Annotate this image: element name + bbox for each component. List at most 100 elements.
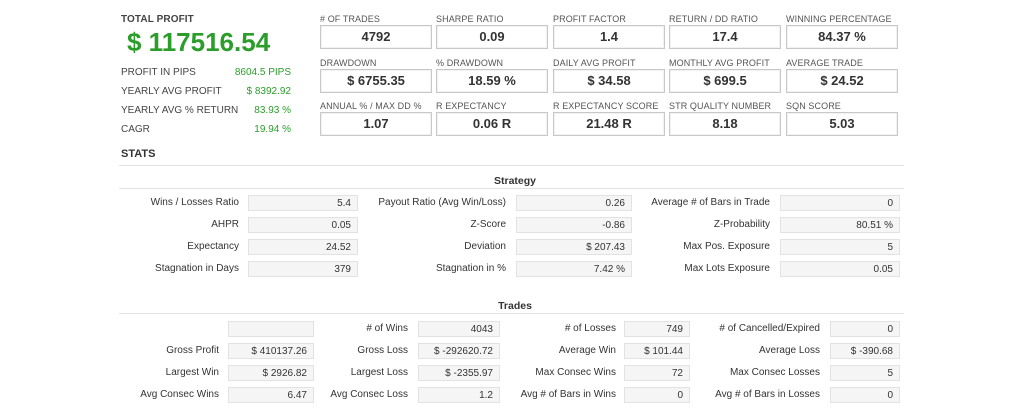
strategy-label: Payout Ratio (Avg Win/Loss) — [378, 197, 506, 208]
strategy-value: 7.42 % — [516, 261, 632, 277]
metric-label: R EXPECTANCY — [436, 101, 507, 111]
metric-value: $ 699.5 — [669, 69, 781, 93]
summary-row-value: 8604.5 PIPS — [234, 67, 291, 78]
metric-value: 5.03 — [786, 112, 898, 136]
trades-label: Gross Profit — [166, 345, 219, 356]
metric-label: R EXPECTANCY SCORE — [553, 101, 659, 111]
summary-row-label: YEARLY AVG PROFIT — [121, 86, 222, 97]
metric-value: 8.18 — [669, 112, 781, 136]
strategy-divider — [119, 188, 904, 189]
strategy-label: Z-Score — [470, 219, 506, 230]
metric-label: DRAWDOWN — [320, 58, 377, 68]
metric-value: 0.06 R — [436, 112, 548, 136]
metric-label: SHARPE RATIO — [436, 14, 504, 24]
strategy-value: 379 — [248, 261, 358, 277]
trades-value: 749 — [624, 321, 690, 337]
trades-label: Max Consec Losses — [729, 367, 820, 378]
strategy-label: Wins / Losses Ratio — [150, 197, 239, 208]
strategy-label: Average # of Bars in Trade — [651, 197, 770, 208]
metric-value: 21.48 R — [553, 112, 665, 136]
strategy-label: AHPR — [211, 219, 239, 230]
trades-value — [228, 321, 314, 337]
total-profit-value: $ 117516.54 — [127, 27, 271, 57]
metric-value: 0.09 — [436, 25, 548, 49]
metric-label: # OF TRADES — [320, 14, 380, 24]
metric-label: MONTHLY AVG PROFIT — [669, 58, 770, 68]
trades-label — [115, 321, 219, 337]
metric-label: WINNING PERCENTAGE — [786, 14, 892, 24]
trades-label: # of Wins — [366, 323, 408, 334]
summary-row-value: 83.93 % — [254, 105, 291, 116]
metric-label: DAILY AVG PROFIT — [553, 58, 636, 68]
stats-title: STATS — [121, 148, 156, 160]
trades-label: # of Cancelled/Expired — [719, 323, 820, 334]
trades-label: Avg Consec Loss — [330, 389, 408, 400]
metric-value: $ 34.58 — [553, 69, 665, 93]
metric-label: RETURN / DD RATIO — [669, 14, 759, 24]
strategy-value: 5 — [780, 239, 900, 255]
summary-row-value: $ 8392.92 — [246, 86, 292, 97]
strategy-label: Max Lots Exposure — [684, 263, 770, 274]
strategy-value: -0.86 — [516, 217, 632, 233]
summary-row-label: YEARLY AVG % RETURN — [121, 105, 239, 116]
summary-row-yearly-avg-profit: YEARLY AVG PROFIT $ 8392.92 — [121, 86, 291, 100]
total-profit-label: TOTAL PROFIT — [121, 14, 194, 25]
strategy-value: 5.4 — [248, 195, 358, 211]
trades-divider — [119, 313, 904, 314]
strategy-label: Z-Probability — [713, 219, 770, 230]
trades-title: Trades — [498, 300, 532, 312]
strategy-title: Strategy — [493, 175, 536, 187]
metric-label: AVERAGE TRADE — [786, 58, 863, 68]
trades-label: Gross Loss — [357, 345, 408, 356]
strategy-value: 0.05 — [780, 261, 900, 277]
trades-value: 0 — [830, 321, 900, 337]
summary-row-cagr: CAGR 19.94 % — [121, 124, 291, 138]
trades-value: 5 — [830, 365, 900, 381]
summary-row-value: 19.94 % — [254, 124, 291, 135]
strategy-value: 80.51 % — [780, 217, 900, 233]
trades-value: 4043 — [418, 321, 500, 337]
summary-row-profit-pips: PROFIT IN PIPS 8604.5 PIPS — [121, 67, 291, 81]
strategy-label: Expectancy — [187, 241, 239, 252]
trades-value: 0 — [830, 387, 900, 403]
metric-value: 1.07 — [320, 112, 432, 136]
metric-value: $ 6755.35 — [320, 69, 432, 93]
trades-label: Average Loss — [759, 345, 820, 356]
metric-label: ANNUAL % / MAX DD % — [320, 101, 422, 111]
trades-label: Avg # of Bars in Losses — [715, 389, 820, 400]
trades-label: Max Consec Wins — [535, 367, 616, 378]
metric-value: 4792 — [320, 25, 432, 49]
trades-value: 6.47 — [228, 387, 314, 403]
strategy-value: 0.26 — [516, 195, 632, 211]
stats-divider — [119, 165, 904, 166]
metric-label: % DRAWDOWN — [436, 58, 504, 68]
trades-value: $ 2926.82 — [228, 365, 314, 381]
strategy-label: Stagnation in Days — [155, 263, 239, 274]
trades-label: Avg # of Bars in Wins — [520, 389, 616, 400]
metric-value: 17.4 — [669, 25, 781, 49]
trades-value: 72 — [624, 365, 690, 381]
strategy-value: 24.52 — [248, 239, 358, 255]
summary-row-label: PROFIT IN PIPS — [121, 67, 196, 78]
trades-value: 1.2 — [418, 387, 500, 403]
metric-value: $ 24.52 — [786, 69, 898, 93]
trades-value: $ 410137.26 — [228, 343, 314, 359]
summary-row-label: CAGR — [121, 124, 150, 135]
strategy-value: 0 — [780, 195, 900, 211]
strategy-value: 0.05 — [248, 217, 358, 233]
trades-label: Largest Loss — [350, 367, 408, 378]
metric-value: 1.4 — [553, 25, 665, 49]
trades-value: $ -390.68 — [830, 343, 900, 359]
strategy-label: Deviation — [464, 241, 506, 252]
trades-label: Avg Consec Wins — [140, 389, 219, 400]
metric-value: 84.37 % — [786, 25, 898, 49]
summary-row-yearly-avg-return: YEARLY AVG % RETURN 83.93 % — [121, 105, 291, 119]
trades-value: 0 — [624, 387, 690, 403]
strategy-label: Stagnation in % — [435, 263, 506, 274]
metric-value: 18.59 % — [436, 69, 548, 93]
metric-label: STR QUALITY NUMBER — [669, 101, 772, 111]
metric-label: SQN SCORE — [786, 101, 841, 111]
metric-label: PROFIT FACTOR — [553, 14, 626, 24]
strategy-value: $ 207.43 — [516, 239, 632, 255]
strategy-label: Max Pos. Exposure — [683, 241, 770, 252]
